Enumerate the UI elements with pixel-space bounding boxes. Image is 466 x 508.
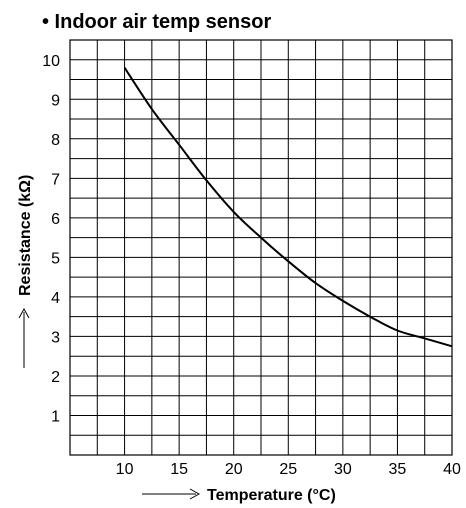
- y-tick-label: 9: [51, 92, 60, 109]
- y-tick-label: 7: [51, 171, 60, 188]
- x-axis-arrow-head: [189, 488, 201, 500]
- x-tick-label: 40: [443, 461, 461, 478]
- y-tick-label: 8: [51, 132, 60, 149]
- y-tick-label: 1: [51, 408, 60, 425]
- x-axis-label: Temperature (°C): [207, 487, 336, 504]
- plot-frame: [69, 39, 453, 456]
- y-tick-label: 3: [51, 329, 60, 346]
- x-tick-label: 20: [225, 461, 243, 478]
- resistance-curve: [123, 67, 453, 348]
- y-axis-label-group: Resistance (kΩ): [17, 175, 34, 368]
- x-tick-label: 35: [389, 461, 407, 478]
- y-tick-label: 5: [51, 250, 60, 267]
- x-tick-label: 25: [279, 461, 297, 478]
- grid: [70, 40, 452, 455]
- x-tick-label: 10: [116, 461, 134, 478]
- y-tick-label: 10: [42, 53, 60, 70]
- x-tick-label: 15: [170, 461, 188, 478]
- chart-title: • Indoor air temp sensor: [42, 11, 271, 33]
- y-tick-label: 6: [51, 211, 60, 228]
- x-tick-label: 30: [334, 461, 352, 478]
- tick-labels: 10 15 20 25 30 35 40 1 2 3 4 5 6 7 8 9 10: [42, 53, 461, 478]
- y-axis-arrow-head: [18, 307, 30, 319]
- y-tick-label: 4: [51, 290, 60, 307]
- y-tick-label: 2: [51, 369, 60, 386]
- x-axis-label-group: Temperature (°C): [142, 487, 336, 504]
- y-axis-label: Resistance (kΩ): [17, 175, 34, 296]
